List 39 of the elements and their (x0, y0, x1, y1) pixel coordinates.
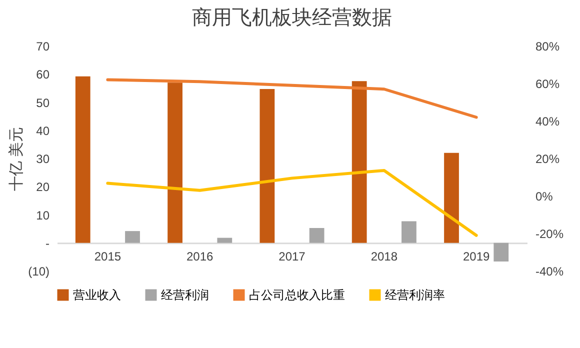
bar (168, 82, 182, 243)
y-tick-label: 20 (36, 180, 50, 194)
legend-label: 营业收入 (73, 288, 121, 302)
bar (352, 81, 367, 243)
bar (75, 76, 90, 243)
y2-tick-label: -40% (536, 264, 564, 278)
bar (494, 242, 509, 262)
y-tick-label: 50 (36, 96, 50, 110)
legend-label: 经营利润率 (385, 288, 445, 302)
y-tick-label: 30 (36, 152, 50, 166)
y-tick-label: 70 (36, 40, 50, 54)
legend-label: 占公司总收入比重 (249, 288, 345, 302)
line-series (106, 169, 478, 237)
bar (125, 231, 140, 243)
y-tick-label: 10 (36, 208, 50, 222)
x-tick-label: 2016 (186, 249, 214, 264)
y2-tick-label: 60% (536, 77, 560, 91)
x-tick-label: 2018 (370, 249, 398, 264)
x-tick-label: 2019 (462, 249, 490, 264)
x-tick-label: 2017 (278, 249, 306, 264)
bar (402, 221, 416, 243)
y-tick-label: (10) (28, 264, 50, 278)
line-series (106, 78, 478, 119)
y-tick-label: - (46, 236, 50, 250)
y2-tick-label: 20% (536, 152, 560, 166)
y2-tick-label: 80% (536, 40, 560, 54)
chart-title: 商用飞机板块经营数据 (192, 7, 392, 29)
bar (260, 89, 275, 243)
y-tick-label: 60 (36, 68, 50, 82)
bar (217, 238, 232, 243)
y-tick-label: 40 (36, 124, 50, 138)
bar (309, 228, 324, 243)
y2-tick-label: -20% (536, 227, 564, 241)
y2-tick-label: 40% (536, 114, 560, 128)
y-axis-title: 十亿 美元 (8, 126, 26, 192)
bar (444, 152, 459, 243)
y2-tick-label: 0% (536, 190, 554, 204)
x-tick-label: 2015 (94, 249, 122, 264)
legend-label: 经营利润 (161, 288, 209, 302)
